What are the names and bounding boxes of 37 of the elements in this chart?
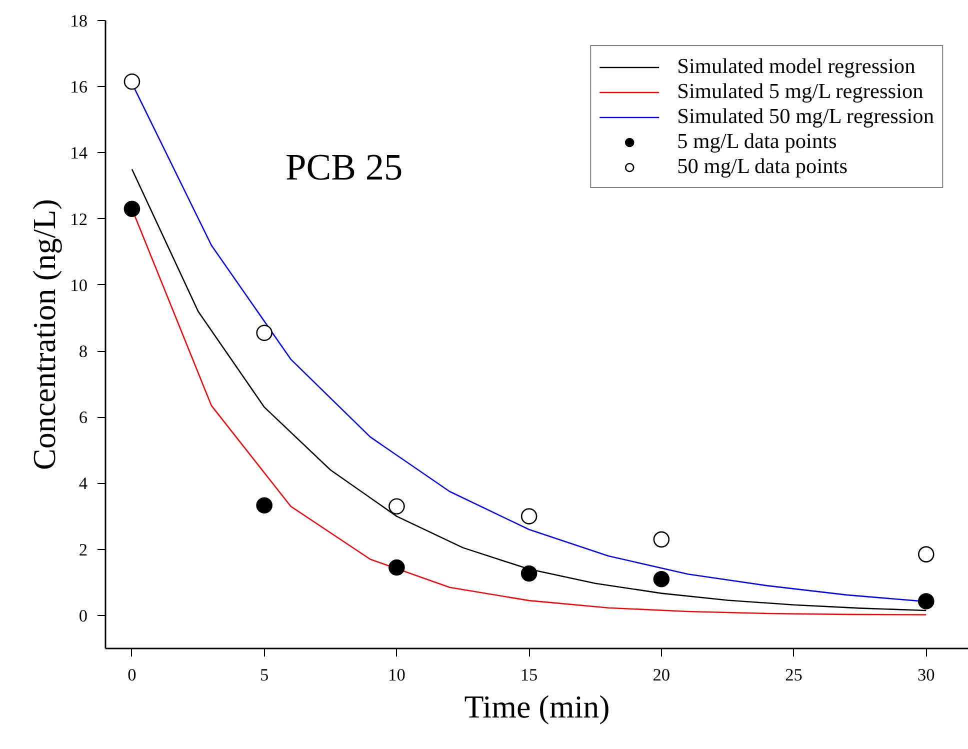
y-tick-label: 4 — [78, 474, 88, 494]
legend-label: Simulated 50 mg/L regression — [677, 104, 934, 129]
x-tick-label: 10 — [388, 666, 406, 684]
x-tick-label: 15 — [520, 666, 538, 684]
annotation: PCB 25 — [286, 148, 403, 188]
legend-label: 50 mg/L data points — [677, 154, 848, 179]
point — [124, 74, 140, 90]
point — [520, 565, 538, 582]
y-axis-title: Concentration (ng/L) — [26, 198, 62, 470]
y-tick-label: 8 — [78, 342, 88, 362]
y-tick-label: 12 — [70, 210, 88, 229]
y-tick-label: 6 — [78, 408, 88, 428]
point — [520, 508, 538, 524]
x-tick-label: 0 — [128, 666, 136, 684]
y-tick-label: 14 — [70, 144, 88, 163]
y-tick-label: 18 — [70, 12, 88, 30]
x-tick-label: 30 — [917, 666, 935, 684]
point — [388, 559, 405, 576]
point — [256, 324, 272, 341]
y-tick-label: 0 — [78, 606, 88, 626]
x-tick-label: 20 — [652, 666, 670, 684]
point — [124, 200, 140, 218]
x-tick-label: 25 — [785, 666, 802, 684]
y-tick-label: 16 — [70, 78, 88, 97]
y-tick-label: 2 — [78, 540, 88, 560]
legend-label: Simulated model regression — [677, 54, 916, 79]
x-axis-title: Time (min) — [464, 688, 610, 724]
point — [918, 593, 934, 610]
point — [918, 546, 934, 562]
point — [653, 570, 670, 588]
point — [388, 498, 405, 515]
legend-label: 5 mg/L data points — [677, 129, 837, 154]
x-tick-label: 5 — [260, 666, 269, 684]
legend-label: Simulated 5 mg/L regression — [677, 79, 924, 104]
point — [653, 531, 670, 548]
y-tick-label: 10 — [70, 276, 88, 295]
point — [256, 497, 272, 514]
